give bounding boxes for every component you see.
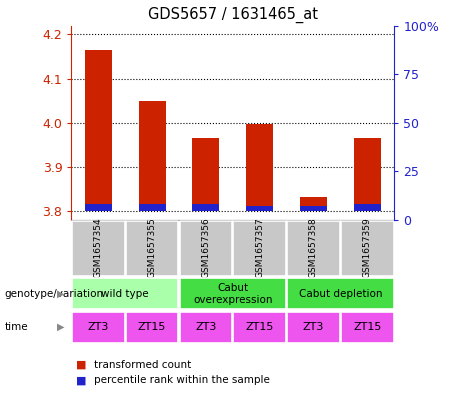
Text: Cabut
overexpression: Cabut overexpression xyxy=(193,283,272,305)
Text: GSM1657356: GSM1657356 xyxy=(201,217,210,278)
Text: ZT3: ZT3 xyxy=(303,322,324,332)
Text: ZT15: ZT15 xyxy=(138,322,166,332)
Bar xyxy=(139,101,165,211)
Bar xyxy=(287,312,340,343)
Bar xyxy=(72,312,124,343)
Bar xyxy=(179,220,232,277)
Bar xyxy=(193,138,219,211)
Bar xyxy=(72,220,124,277)
Bar xyxy=(341,220,394,277)
Bar xyxy=(246,206,273,211)
Bar xyxy=(193,204,219,211)
Bar xyxy=(233,312,286,343)
Bar xyxy=(233,220,286,277)
Bar xyxy=(126,312,178,343)
Bar xyxy=(139,204,165,211)
Bar xyxy=(354,204,381,211)
Text: ■: ■ xyxy=(76,360,87,370)
Text: genotype/variation: genotype/variation xyxy=(5,289,104,299)
Bar xyxy=(126,220,178,277)
Text: ZT3: ZT3 xyxy=(88,322,109,332)
Text: wild type: wild type xyxy=(101,289,149,299)
Bar xyxy=(341,312,394,343)
Text: percentile rank within the sample: percentile rank within the sample xyxy=(94,375,270,386)
Text: time: time xyxy=(5,322,28,332)
Bar xyxy=(85,204,112,211)
Text: GSM1657359: GSM1657359 xyxy=(363,217,372,278)
Bar xyxy=(246,124,273,211)
Text: ZT15: ZT15 xyxy=(353,322,381,332)
Bar xyxy=(300,206,327,211)
Text: Cabut depletion: Cabut depletion xyxy=(299,289,382,299)
Bar xyxy=(300,197,327,211)
Text: GSM1657358: GSM1657358 xyxy=(309,217,318,278)
Bar xyxy=(85,50,112,211)
Bar xyxy=(287,220,340,277)
Text: GSM1657354: GSM1657354 xyxy=(94,217,103,278)
Bar xyxy=(179,278,286,309)
Text: GSM1657355: GSM1657355 xyxy=(148,217,157,278)
Text: ▶: ▶ xyxy=(57,322,65,332)
Title: GDS5657 / 1631465_at: GDS5657 / 1631465_at xyxy=(148,7,318,23)
Text: GSM1657357: GSM1657357 xyxy=(255,217,264,278)
Bar xyxy=(354,138,381,211)
Bar xyxy=(179,312,232,343)
Text: ZT15: ZT15 xyxy=(246,322,274,332)
Bar xyxy=(287,278,394,309)
Text: ZT3: ZT3 xyxy=(195,322,217,332)
Text: ■: ■ xyxy=(76,375,87,386)
Text: ▶: ▶ xyxy=(57,289,65,299)
Text: transformed count: transformed count xyxy=(94,360,191,370)
Bar xyxy=(72,278,178,309)
